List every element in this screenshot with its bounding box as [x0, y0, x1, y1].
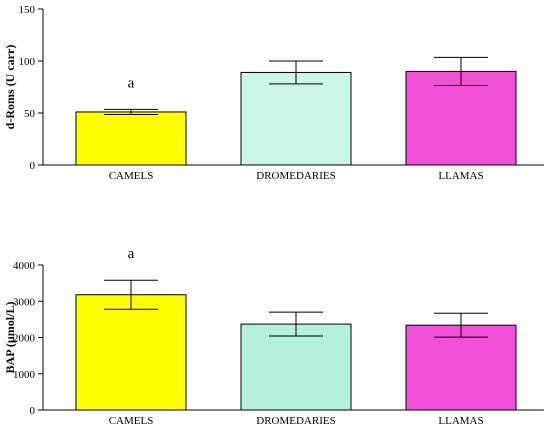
y-tick-label: 0	[30, 160, 36, 172]
y-axis-title: d-Roms (U carr)	[3, 45, 17, 130]
chart-panel-d-roms: 0 50 100 150 d-Roms (U carr) CAMELS DROMEDARIE…	[3, 4, 544, 182]
y-tick-label: 4000	[13, 260, 36, 272]
bar-camels	[75, 294, 187, 411]
bar-dromedaries	[240, 71, 352, 166]
y-tick-label: 150	[19, 4, 36, 16]
bar-camels	[75, 111, 187, 166]
y-tick-label: 2000	[13, 333, 36, 345]
y-tick-label: 1000	[13, 369, 36, 381]
x-category-label: CAMELS	[109, 170, 154, 182]
x-category-label: CAMELS	[109, 415, 154, 427]
significance-annotation: a	[128, 75, 135, 91]
y-tick-label: 50	[24, 108, 36, 120]
y-tick-label: 100	[19, 56, 36, 68]
significance-annotation: a	[128, 246, 135, 262]
y-axis-title: BAP (µmol/L)	[3, 302, 17, 374]
x-category-label: LLAMAS	[438, 170, 483, 182]
bar-llamas	[405, 70, 517, 166]
bar-dromedaries	[240, 323, 352, 411]
y-tick-label: 3000	[13, 296, 36, 308]
bar-llamas	[405, 324, 517, 411]
chart-panel-bap: 0 1000 2000 3000 4000 BAP (µmol/L) CAMELS DROME…	[3, 246, 544, 427]
x-category-label: DROMEDARIES	[256, 170, 335, 182]
x-category-label: DROMEDARIES	[256, 415, 335, 427]
y-tick-label: 0	[30, 405, 36, 417]
x-category-label: LLAMAS	[438, 415, 483, 427]
